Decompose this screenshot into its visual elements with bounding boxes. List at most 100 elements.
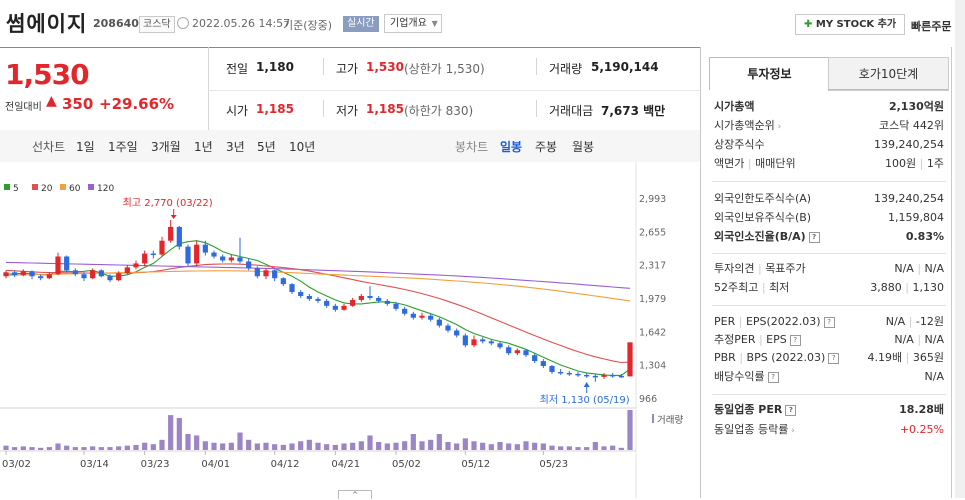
tab-1d[interactable]: 1일 <box>76 140 95 154</box>
chevron-right-icon[interactable]: › <box>774 122 782 132</box>
tab-3m[interactable]: 3개월 <box>151 140 181 154</box>
market-cap-rank-value: 코스닥 442위 <box>879 119 944 132</box>
help-icon[interactable]: ? <box>785 404 797 416</box>
chevron-right-icon[interactable]: › <box>788 426 795 436</box>
foreign-limit-value: 139,240,254 <box>874 192 944 205</box>
volume-bar <box>98 447 104 450</box>
candle <box>98 270 104 277</box>
volume-bar <box>220 443 226 450</box>
volume-bar <box>445 442 451 450</box>
company-overview-label: 기업개요 <box>390 18 427 29</box>
volume-bar <box>306 439 312 450</box>
current-price: 1,530 <box>5 58 90 91</box>
chart-scroll-handle[interactable]: ^ <box>338 490 372 499</box>
eps-value: -12원 <box>915 315 944 328</box>
est-eps-value: N/A <box>924 333 944 346</box>
tab-orderbook[interactable]: 호가10단계 <box>828 57 949 91</box>
candle <box>436 319 442 326</box>
candle <box>150 253 156 256</box>
mystock-add-button[interactable]: ✚ MY STOCK 추가 <box>795 14 906 35</box>
legend-swatch-5 <box>4 184 10 190</box>
tab-10y[interactable]: 10년 <box>289 140 316 154</box>
volume-bar <box>254 443 260 450</box>
tab-monthly[interactable]: 월봉 <box>572 140 595 154</box>
scrollbar[interactable] <box>955 0 965 498</box>
industry-rate-label: 동일업종 등락률 <box>714 423 789 436</box>
x-tick-label: 04/12 <box>271 459 300 470</box>
candle <box>237 257 243 262</box>
dividend-row: 배당수익률? N/A <box>714 368 944 386</box>
candle <box>289 284 295 293</box>
shares-row: 상장주식수 139,240,254 <box>714 136 944 154</box>
tab-1y[interactable]: 1년 <box>194 140 213 154</box>
volume-bar <box>263 442 269 450</box>
y-tick-label: 2,317 <box>639 261 666 272</box>
par-row: 액면가 | 매매단위 100원 | 1주 <box>714 157 944 170</box>
open-value: 1,185 <box>256 102 294 116</box>
volume-bar <box>194 435 200 450</box>
candle <box>584 374 590 377</box>
volume-label: 거래량 <box>657 414 683 426</box>
volume-bar <box>81 447 87 450</box>
par-label: 액면가 <box>714 157 745 170</box>
volume-bar <box>419 441 425 450</box>
est-eps-label: EPS <box>766 333 787 346</box>
x-tick-label: 04/21 <box>331 459 360 470</box>
candle <box>263 270 269 277</box>
x-tick-label: 03/23 <box>141 459 170 470</box>
help-icon[interactable]: ? <box>767 371 779 383</box>
candle <box>497 343 503 348</box>
candle <box>462 335 468 346</box>
volume-bar <box>116 446 122 450</box>
volume-bar <box>471 441 477 450</box>
company-overview-button[interactable]: 기업개요 ▼ <box>384 14 442 33</box>
quick-order-link[interactable]: 빠른주문 <box>911 20 952 33</box>
y-tick-label: 1,304 <box>639 361 666 372</box>
candle <box>610 374 616 377</box>
foreign-limit-label: 외국인한도주식수(A) <box>714 192 812 205</box>
candle <box>315 298 321 301</box>
candle <box>428 315 434 320</box>
amount-value: 7,673 백만 <box>601 104 666 118</box>
tab-invest-info[interactable]: 투자정보 <box>709 57 830 90</box>
candle <box>324 300 330 306</box>
stock-name: 썸에이지 <box>6 12 88 36</box>
candle <box>523 350 529 356</box>
candle <box>618 375 624 378</box>
target-label: 목표주가 <box>765 262 806 275</box>
high-arrow-head-icon <box>170 215 177 219</box>
w52-low-label: 최저 <box>769 281 790 294</box>
candle <box>38 276 44 279</box>
help-icon[interactable]: ? <box>789 334 801 346</box>
tab-3y[interactable]: 3년 <box>226 140 245 154</box>
candle <box>159 240 165 255</box>
candle <box>64 256 70 271</box>
volume-bar <box>90 446 96 450</box>
par-sep: 매매단위 <box>755 157 796 170</box>
volume-bar <box>168 415 174 450</box>
candle <box>454 330 460 336</box>
help-icon[interactable]: ? <box>823 316 835 328</box>
tab-weekly[interactable]: 주봉 <box>535 140 558 154</box>
volume-bar <box>185 434 191 450</box>
realtime-badge[interactable]: 실시간 <box>343 16 379 32</box>
market-cap-label: 시가총액 <box>714 100 755 113</box>
tab-1w[interactable]: 1주일 <box>108 140 138 154</box>
tab-5y[interactable]: 5년 <box>257 140 276 154</box>
volume-bar <box>592 442 598 450</box>
tab-daily[interactable]: 일봉 <box>500 140 523 154</box>
candle <box>185 246 191 264</box>
help-icon[interactable]: ? <box>828 352 840 364</box>
candle <box>376 297 382 301</box>
candle <box>29 271 35 277</box>
candle <box>12 272 18 276</box>
volume-bar <box>228 442 234 450</box>
change-amount: 350 <box>62 95 94 113</box>
price-chart[interactable]: 5 20 60 120 2,993 2,655 2,317 1,979 1,642 1,304 9… <box>0 162 700 498</box>
up-triangle-icon: ▲ <box>46 93 57 109</box>
candle <box>540 361 546 367</box>
legend-label-60: 60 <box>69 184 81 194</box>
help-icon[interactable]: ? <box>808 231 820 243</box>
volume-bar <box>20 446 26 450</box>
volume-bar <box>211 442 217 450</box>
